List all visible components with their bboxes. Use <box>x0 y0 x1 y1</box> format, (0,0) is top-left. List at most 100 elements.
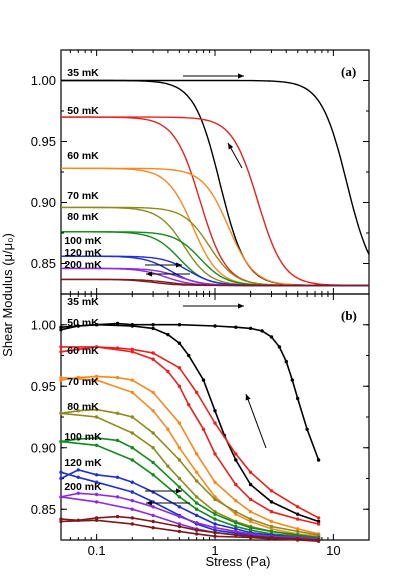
data-point <box>234 498 238 503</box>
series-60-mk <box>59 374 321 538</box>
series-35-mk <box>59 321 321 524</box>
data-point <box>260 329 264 333</box>
data-point <box>151 446 155 450</box>
data-point <box>213 324 217 328</box>
data-point <box>234 512 238 516</box>
data-point <box>151 357 155 361</box>
data-point <box>130 507 134 511</box>
data-point <box>76 409 81 413</box>
data-point <box>248 519 253 524</box>
series-label: 120 mK <box>64 457 102 469</box>
data-point <box>296 512 300 516</box>
series-80-mk <box>59 436 321 541</box>
data-point <box>234 452 238 456</box>
data-point <box>76 468 81 472</box>
data-point <box>269 519 274 524</box>
data-point <box>130 516 134 520</box>
data-point <box>59 519 63 524</box>
data-point <box>166 427 170 431</box>
series-label: 50 mK <box>67 317 99 329</box>
x-axis-title: Stress (Pa) <box>205 554 270 569</box>
data-point <box>177 522 182 526</box>
data-point <box>195 513 199 518</box>
data-point <box>177 495 182 499</box>
data-point <box>269 537 274 541</box>
data-point <box>177 524 182 529</box>
data-point <box>94 518 99 522</box>
data-point <box>115 321 120 326</box>
data-point <box>130 378 134 382</box>
data-point <box>166 332 170 337</box>
data-point <box>59 439 63 444</box>
series-label: 70 mK <box>67 190 99 202</box>
data-point <box>166 464 170 468</box>
data-point <box>195 528 199 532</box>
data-point <box>59 375 63 380</box>
data-point <box>213 421 217 425</box>
data-point <box>248 532 253 536</box>
series-line-decreasing <box>61 231 369 287</box>
arrow-head <box>146 500 152 506</box>
data-point <box>115 495 120 499</box>
data-point <box>130 458 134 462</box>
data-point <box>59 411 63 415</box>
data-point <box>213 534 217 538</box>
data-point <box>195 507 199 511</box>
data-point <box>234 527 238 531</box>
series-label: 50 mK <box>67 105 99 117</box>
data-point <box>316 533 321 537</box>
data-point <box>151 460 155 465</box>
data-point <box>76 347 81 351</box>
data-point <box>130 498 134 503</box>
data-point <box>177 341 182 345</box>
data-point <box>130 350 134 354</box>
data-point <box>195 521 199 525</box>
series-label: 60 mK <box>67 345 99 357</box>
data-point <box>151 390 155 395</box>
data-point <box>94 378 99 382</box>
series-50-mk <box>59 345 321 526</box>
data-point <box>177 514 182 519</box>
plot-frame <box>60 49 370 295</box>
series-line-increasing <box>60 469 319 540</box>
data-point <box>213 517 217 521</box>
series-line-increasing <box>60 408 319 536</box>
y-tick-label: 0.90 <box>31 195 56 210</box>
data-point <box>151 431 155 435</box>
series-label: 80 mK <box>67 401 99 413</box>
data-point <box>151 351 155 355</box>
data-point <box>269 489 274 493</box>
data-point <box>316 539 321 543</box>
data-point <box>130 480 134 484</box>
data-point <box>59 517 63 521</box>
series-line-increasing <box>60 322 320 461</box>
data-point <box>151 326 155 331</box>
data-point <box>59 325 63 329</box>
data-point <box>269 524 274 529</box>
series-line-increasing <box>60 375 319 535</box>
data-point <box>316 516 321 520</box>
data-point <box>94 516 99 520</box>
arrow-head <box>238 73 244 79</box>
y-tick-label: 0.85 <box>31 256 56 271</box>
data-point <box>59 345 63 349</box>
data-point <box>195 470 199 474</box>
data-point <box>130 347 134 351</box>
data-point <box>213 526 217 530</box>
y-tick-label: 0.95 <box>31 379 56 394</box>
data-point <box>59 378 63 382</box>
y-tick-label: 1.00 <box>31 317 56 332</box>
data-point <box>94 436 99 440</box>
data-point <box>130 324 134 328</box>
data-point <box>115 375 120 380</box>
data-point <box>316 522 321 526</box>
data-point <box>59 328 63 332</box>
data-point <box>177 476 182 481</box>
data-point <box>130 431 134 435</box>
data-point <box>234 458 238 462</box>
data-point <box>248 528 253 532</box>
data-point <box>94 480 99 484</box>
series-line-increasing <box>61 116 369 287</box>
data-point <box>248 497 253 502</box>
